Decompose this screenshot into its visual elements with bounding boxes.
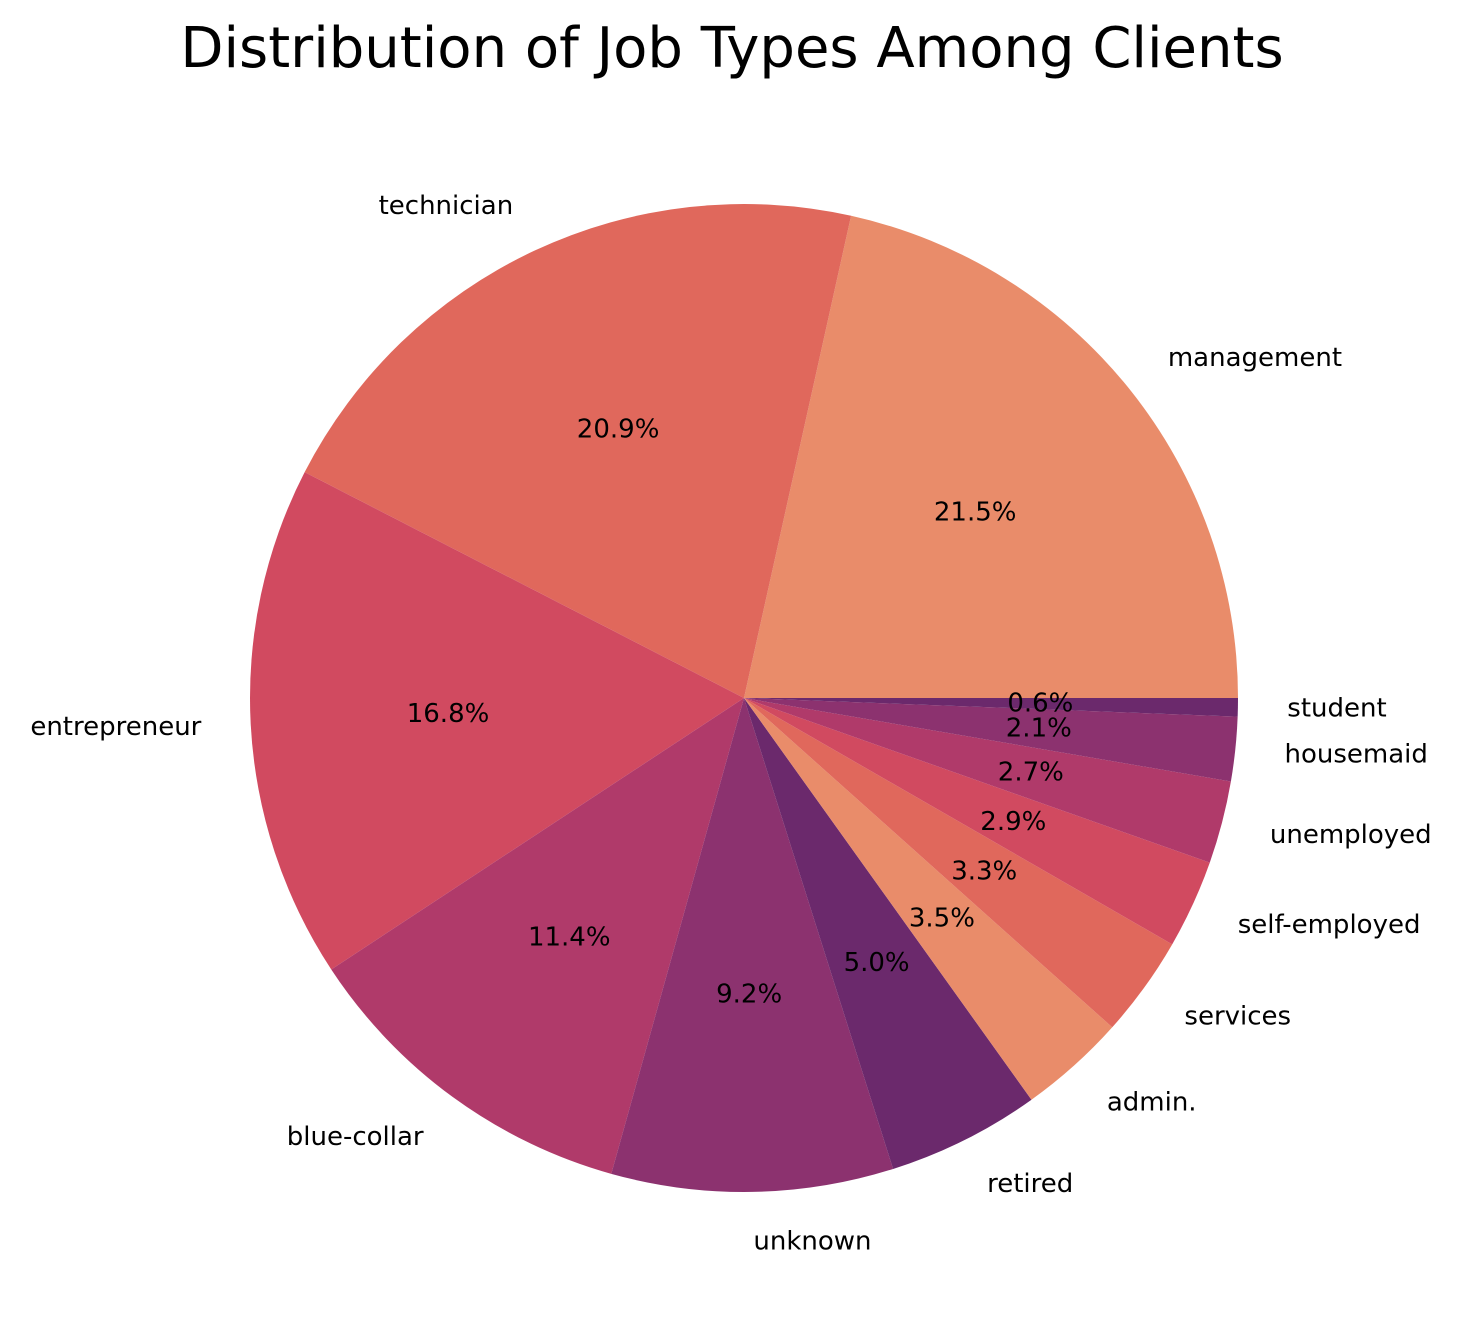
pct-label-entrepreneur: 16.8% [407,699,490,729]
percentage-labels: 21.5% 20.9% 16.8% 11.4% 9.2% 5.0% 3.5% 3.3% 2.9%… [407,415,1074,1010]
pie-slice-housemaid [744,698,1238,782]
slice-label-housemaid: housemaid [1284,739,1427,769]
pie-slice-services [744,698,1173,1028]
pie-slice-admin [744,698,1113,1100]
pct-label-blue-collar: 11.4% [528,922,611,952]
pie-slice-technician [304,203,852,698]
pct-label-technician: 20.9% [577,415,660,445]
pct-label-admin: 3.5% [909,904,975,934]
pct-label-self-employed: 2.9% [980,807,1046,837]
pct-label-unemployed: 2.7% [998,758,1064,788]
slice-label-entrepreneur: entrepreneur [30,712,201,742]
slice-label-management: management [1168,343,1342,373]
pie-slices [249,203,1238,1192]
pct-label-student: 0.6% [1007,689,1073,719]
slice-label-unemployed: unemployed [1270,820,1432,850]
pct-label-unknown: 9.2% [716,979,782,1009]
pie-slice-management [744,215,1238,699]
pie-slice-unemployed [744,698,1231,863]
slice-label-admin: admin. [1107,1088,1197,1118]
pie-slice-self-employed [744,698,1210,945]
slice-label-student: student [1287,693,1386,723]
slice-label-retired: retired [987,1169,1073,1199]
pie-slice-retired [744,698,1032,1169]
chart-title: Distribution of Job Types Among Clients [180,16,1283,81]
pct-label-services: 3.3% [951,857,1017,887]
pie-slice-blue-collar [331,698,744,1174]
pie-slice-student [744,698,1238,717]
pct-label-retired: 5.0% [844,948,910,978]
pie-slice-unknown [611,698,894,1192]
pie-slice-entrepreneur [249,472,744,970]
slice-labels: management technician entrepreneur blue-col… [30,191,1431,1256]
slice-label-blue-collar: blue-collar [287,1122,424,1152]
slice-label-unknown: unknown [753,1226,871,1256]
pct-label-management: 21.5% [934,498,1017,528]
slice-label-technician: technician [379,191,514,221]
slice-label-services: services [1184,1001,1291,1031]
slice-label-self-employed: self-employed [1238,910,1421,940]
pct-label-housemaid: 2.1% [1006,714,1072,744]
